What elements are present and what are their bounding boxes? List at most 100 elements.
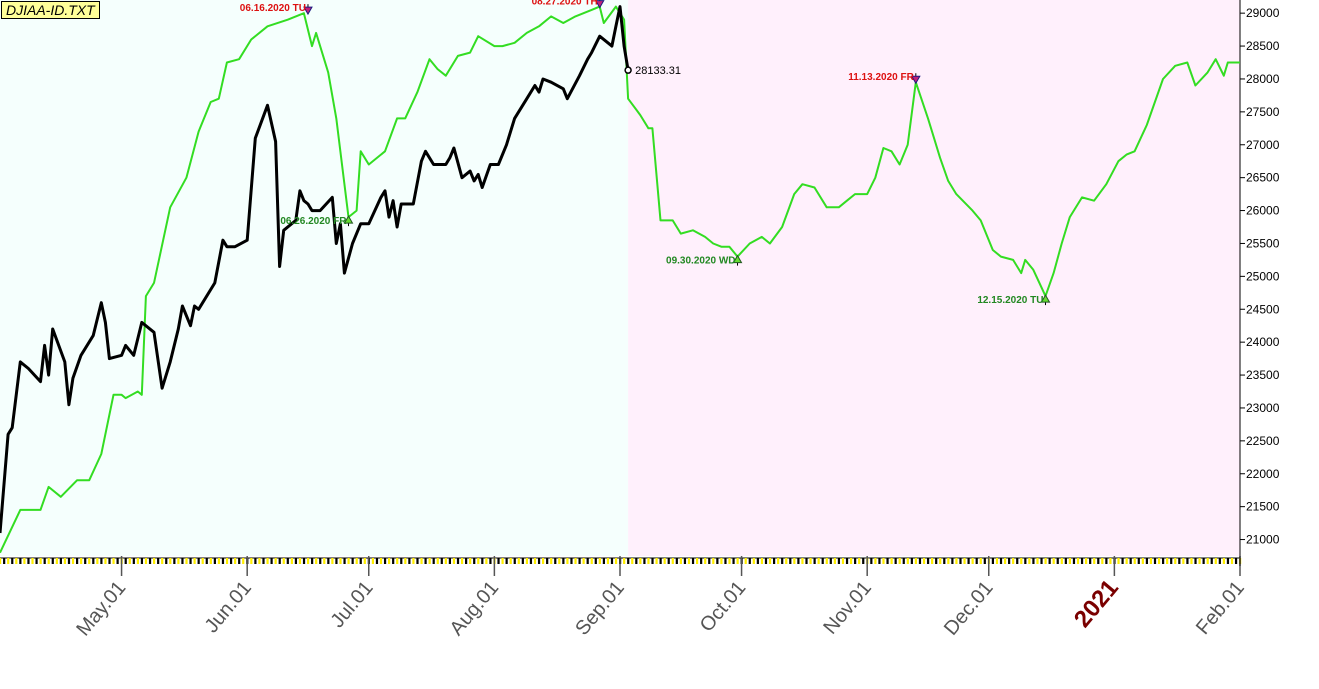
x-day-tick	[1109, 558, 1112, 564]
x-day-tick	[1016, 558, 1019, 564]
x-day-tick	[781, 558, 784, 564]
x-day-tick	[416, 558, 419, 564]
x-day-tick	[92, 558, 95, 564]
x-day-tick	[1117, 558, 1120, 564]
x-day-tick	[363, 558, 366, 564]
x-day-tick	[1028, 558, 1031, 564]
y-tick-label: 29000	[1246, 6, 1280, 20]
x-day-tick	[319, 558, 322, 564]
x-day-tick	[1089, 558, 1092, 564]
x-day-tick	[205, 558, 208, 564]
x-day-tick	[339, 558, 342, 564]
x-day-tick	[720, 558, 723, 564]
x-day-tick	[465, 558, 468, 564]
x-day-tick	[578, 558, 581, 564]
x-day-tick	[797, 558, 800, 564]
x-day-tick	[327, 558, 330, 564]
x-tick-label: Feb.01	[1192, 577, 1249, 639]
x-day-tick	[631, 558, 634, 564]
x-day-tick	[375, 558, 379, 564]
x-day-tick	[558, 558, 561, 564]
x-day-tick	[108, 558, 111, 564]
x-day-tick	[1170, 558, 1173, 564]
x-day-tick	[623, 558, 626, 564]
x-day-tick	[1064, 558, 1067, 564]
x-day-tick	[813, 558, 816, 564]
x-day-tick	[1234, 558, 1238, 564]
x-day-tick	[700, 558, 703, 564]
x-day-tick	[635, 558, 638, 564]
x-day-tick	[1076, 558, 1080, 564]
x-day-tick	[898, 558, 901, 564]
x-day-tick	[444, 558, 447, 564]
x-day-tick	[1044, 558, 1047, 564]
x-day-tick	[254, 558, 257, 564]
x-day-tick	[926, 558, 930, 564]
y-tick-label: 23000	[1246, 401, 1280, 415]
x-day-tick	[23, 558, 26, 564]
bottom-annotation-label: 09.30.2020 WD	[666, 256, 736, 267]
x-day-tick	[931, 558, 934, 564]
x-day-tick	[1137, 558, 1140, 564]
x-tick-label: Nov.01	[819, 577, 876, 639]
x-day-tick	[967, 558, 970, 564]
x-day-tick	[1012, 558, 1015, 564]
x-day-tick	[157, 558, 160, 564]
x-day-tick	[424, 558, 427, 564]
x-day-tick	[355, 558, 358, 564]
x-day-tick	[687, 558, 691, 564]
x-day-tick	[995, 558, 999, 564]
x-day-tick	[821, 558, 824, 564]
y-tick-label: 21000	[1246, 533, 1280, 547]
x-day-tick	[610, 558, 614, 564]
x-day-tick	[15, 558, 18, 564]
x-day-tick	[323, 558, 326, 564]
x-day-tick	[1056, 558, 1059, 564]
x-day-tick	[432, 558, 435, 564]
x-day-tick	[217, 558, 221, 564]
x-day-tick	[1149, 558, 1153, 564]
x-day-tick	[128, 558, 131, 564]
x-day-tick	[809, 558, 812, 564]
x-day-tick	[1166, 558, 1169, 564]
x-day-tick	[213, 558, 216, 564]
x-day-tick	[833, 558, 836, 564]
x-day-tick	[902, 558, 905, 564]
x-day-tick	[1097, 558, 1100, 564]
x-day-tick	[96, 558, 99, 564]
x-day-tick	[825, 558, 828, 564]
x-day-tick	[890, 558, 893, 564]
x-day-tick	[392, 558, 395, 564]
x-day-tick	[562, 558, 565, 564]
x-day-tick	[88, 558, 91, 564]
x-day-tick	[489, 558, 492, 564]
x-day-tick	[602, 558, 605, 564]
x-day-tick	[140, 558, 144, 564]
x-day-tick	[315, 558, 318, 564]
x-day-tick	[306, 558, 310, 564]
x-day-tick	[1174, 558, 1177, 564]
x-day-tick	[400, 558, 403, 564]
x-day-tick	[383, 558, 387, 564]
actual-series-line	[0, 5, 630, 534]
x-axis-labels: May.01 Jun.01 Jul.01 Aug.01 Sep.01 Oct.01 Nov.…	[72, 575, 1248, 641]
x-day-tick	[736, 558, 739, 564]
x-day-tick	[752, 558, 755, 564]
x-day-tick	[31, 558, 34, 564]
x-day-tick	[1222, 558, 1225, 564]
x-day-tick	[655, 558, 658, 564]
x-day-tick	[529, 558, 533, 564]
x-day-tick	[469, 558, 472, 564]
x-day-tick	[335, 558, 338, 564]
x-day-tick	[144, 558, 148, 564]
x-tick-label: Jun.01	[201, 577, 256, 637]
x-day-tick	[870, 558, 873, 564]
x-day-tick	[371, 558, 375, 564]
x-day-tick	[983, 558, 986, 564]
x-day-tick	[234, 558, 237, 564]
x-day-tick	[594, 558, 597, 564]
x-day-tick	[1141, 558, 1144, 564]
x-day-tick	[882, 558, 885, 564]
x-day-tick	[671, 558, 674, 564]
x-day-tick	[683, 558, 687, 564]
